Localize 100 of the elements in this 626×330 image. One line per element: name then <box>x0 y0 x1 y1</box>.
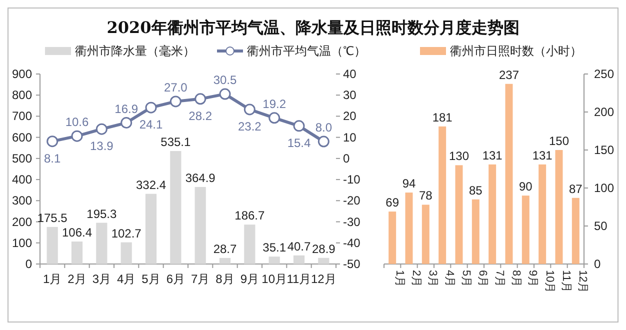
x-tick-label: 10月 <box>262 272 288 286</box>
point <box>194 93 206 105</box>
data-label: 16.9 <box>114 102 138 116</box>
y-tick-label: 100 <box>12 236 32 250</box>
y2-tick-label: -10 <box>343 172 361 187</box>
point <box>170 96 182 108</box>
bar <box>522 196 530 264</box>
point <box>96 123 108 135</box>
data-label: 87 <box>568 182 583 196</box>
legend-label: 衢州市平均气温（℃） <box>247 44 366 58</box>
bar <box>293 255 305 264</box>
x-tick-label: 12月 <box>310 272 336 286</box>
data-label: 15.4 <box>287 136 311 150</box>
x-tick-label: 3月 <box>426 270 439 288</box>
data-label: 8.1 <box>44 151 61 166</box>
x-tick-label: 11月 <box>560 270 572 292</box>
point <box>71 130 83 142</box>
y2-tick-label: 40 <box>343 67 357 81</box>
bar <box>488 164 496 264</box>
data-label: 28.9 <box>312 242 336 256</box>
data-label: 40.7 <box>287 239 311 254</box>
data-label: 130 <box>448 149 470 164</box>
data-label: 181 <box>432 110 453 124</box>
bar <box>170 151 182 264</box>
x-tick-label: 6月 <box>476 270 489 288</box>
y2-tick-label: 150 <box>594 143 614 157</box>
y2-tick-label: -30 <box>343 214 361 229</box>
y-tick-label: 300 <box>12 194 32 208</box>
x-tick-label: 11月 <box>286 272 312 286</box>
point <box>219 88 231 100</box>
bar <box>96 222 108 264</box>
x-tick-label: 2月 <box>68 272 86 286</box>
data-label: 28.2 <box>188 108 212 123</box>
bar <box>268 256 280 264</box>
y-tick-label: 800 <box>12 88 32 102</box>
point <box>268 112 280 124</box>
data-label: 332.4 <box>136 178 166 192</box>
y-tick-label: 900 <box>12 67 32 81</box>
data-label: 8.0 <box>315 120 332 135</box>
chart-title: 2020年衢州市平均气温、降水量及日照时数分月度走势图 <box>106 18 520 37</box>
data-label: 30.5 <box>213 73 237 88</box>
bar <box>555 150 563 264</box>
bar <box>244 224 256 264</box>
data-label: 90 <box>518 180 533 194</box>
x-tick-label: 12月 <box>576 270 589 294</box>
y2-tick-label: -50 <box>343 257 361 271</box>
data-label: 19.2 <box>262 96 286 111</box>
bar <box>388 212 396 264</box>
x-tick-label: 5月 <box>142 272 160 286</box>
y2-tick-label: 30 <box>343 88 357 102</box>
data-label: 24.1 <box>139 118 163 132</box>
bar <box>145 194 157 264</box>
bar <box>219 258 231 264</box>
y-tick-label: 400 <box>12 172 32 187</box>
y-tick-label: 500 <box>12 151 32 166</box>
x-tick-label: 10月 <box>543 270 556 294</box>
data-label: 106.4 <box>62 226 92 240</box>
y2-tick-label: 20 <box>343 109 357 124</box>
data-label: 35.1 <box>262 240 286 255</box>
data-label: 237 <box>498 68 520 82</box>
x-tick-label: 8月 <box>216 272 234 286</box>
data-label: 78 <box>418 188 433 203</box>
y2-tick-label: 0 <box>343 151 350 166</box>
y2-tick-label: 250 <box>594 67 614 81</box>
bar <box>318 258 330 264</box>
x-tick-label: 3月 <box>92 272 112 286</box>
point <box>293 120 305 132</box>
data-label: 94 <box>402 176 416 191</box>
x-tick-label: 8月 <box>510 270 522 288</box>
data-label: 186.7 <box>234 208 266 223</box>
bar <box>472 199 480 264</box>
data-label: 150 <box>548 134 570 148</box>
bar <box>438 126 446 264</box>
data-label: 85 <box>468 183 483 198</box>
y-tick-label: 700 <box>12 109 32 124</box>
y2-tick-label: 10 <box>343 130 357 144</box>
x-tick-label: 2月 <box>410 270 422 288</box>
data-label: 102.7 <box>111 226 142 240</box>
y2-tick-label: 0 <box>594 257 601 271</box>
y-tick-label: 0 <box>25 257 32 271</box>
x-tick-label: 1月 <box>393 270 406 288</box>
y-tick-label: 600 <box>12 130 32 144</box>
y2-tick-label: -40 <box>343 236 361 250</box>
x-tick-label: 7月 <box>190 272 210 286</box>
y2-tick-label: 50 <box>594 219 608 233</box>
bar <box>505 84 513 264</box>
bar <box>194 186 206 264</box>
y2-tick-label: 100 <box>594 181 614 195</box>
bar <box>405 192 413 264</box>
data-label: 535.1 <box>160 135 192 150</box>
point <box>145 102 157 114</box>
data-label: 175.5 <box>37 210 68 225</box>
y2-tick-label: -20 <box>343 194 361 208</box>
bar <box>538 164 546 264</box>
bar <box>46 226 58 264</box>
x-tick-label: 9月 <box>526 270 539 288</box>
x-tick-label: 9月 <box>240 272 260 286</box>
point <box>46 136 58 148</box>
x-tick-label: 4月 <box>443 270 456 288</box>
legend-label: 衢州市降水量（毫米） <box>75 44 195 58</box>
